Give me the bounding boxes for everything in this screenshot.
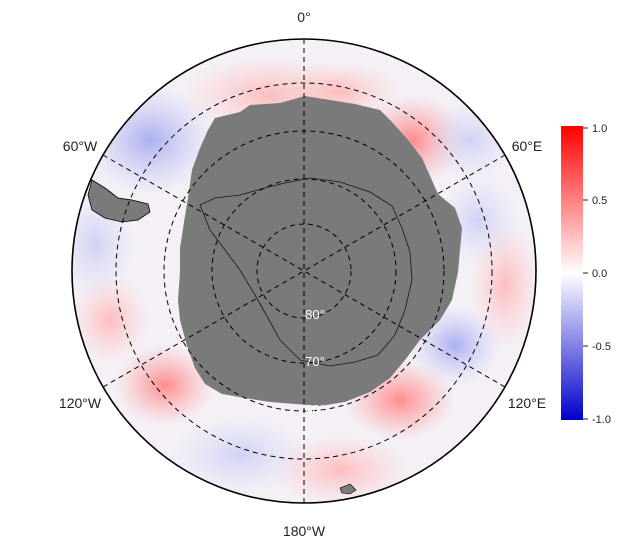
ocean-anomaly-field	[72, 39, 536, 503]
antarctica-landmass	[178, 96, 462, 406]
lon-label-120w: 120°W	[59, 395, 102, 411]
lat-label-80: 80°	[305, 307, 325, 322]
south-america-tip	[87, 179, 151, 223]
lon-label-120e: 120°E	[508, 395, 546, 411]
lon-label-60e: 60°E	[512, 138, 543, 154]
lat-label-60: 60°	[305, 402, 325, 417]
lon-label-180w: 180°W	[283, 523, 326, 539]
colorbar-tick-label: 0.0	[592, 268, 607, 280]
coastline	[199, 177, 413, 367]
graticule	[102, 39, 506, 503]
colorbar-tick-label: 1.0	[592, 123, 607, 135]
colorbar-tick-label: 0.5	[592, 195, 607, 207]
map-frame	[71, 38, 537, 504]
small-island	[339, 483, 357, 495]
lon-label-0: 0°	[297, 9, 310, 25]
colorbar-tick-label: -1.0	[592, 414, 611, 426]
colorbar-tick-label: -0.5	[592, 341, 611, 353]
lat-label-70: 70°	[305, 354, 325, 369]
colorbar-ramp	[561, 126, 583, 420]
lon-label-60w: 60°W	[63, 138, 98, 154]
parallel-50	[115, 82, 493, 460]
colorbar: 1.0 0.5 0.0 -0.5 -1.0	[561, 123, 611, 426]
